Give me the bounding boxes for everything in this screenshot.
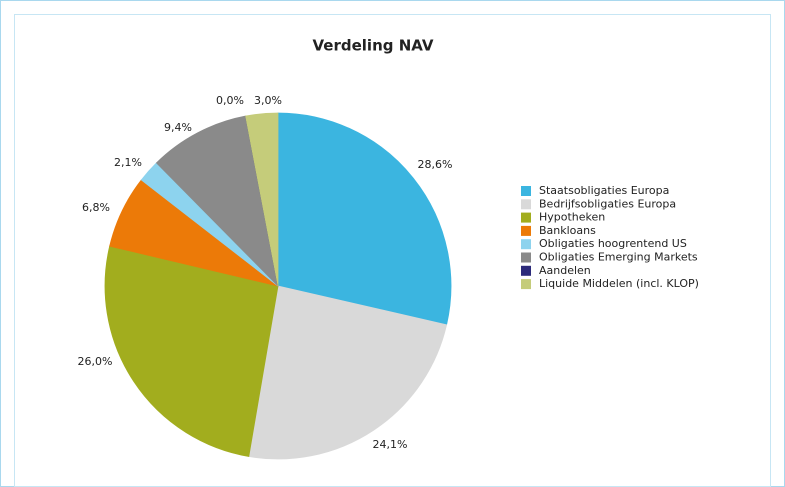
legend-label: Hypotheken xyxy=(539,211,605,224)
legend-label: Staatsobligaties Europa xyxy=(539,184,669,197)
pie-slice xyxy=(155,115,279,288)
pie-slice xyxy=(245,112,279,287)
legend-swatch xyxy=(521,212,531,223)
legend-label: Obligaties hoogrentend US xyxy=(539,237,687,250)
legend-label: Liquide Middelen (incl. KLOP) xyxy=(539,277,699,290)
data-label: 0,0% xyxy=(216,94,244,107)
legend-swatch xyxy=(521,225,531,236)
legend-label: Aandelen xyxy=(539,264,591,277)
pie-slice xyxy=(248,285,448,460)
legend-swatch xyxy=(521,252,531,263)
data-label: 3,0% xyxy=(254,94,282,107)
legend-swatch xyxy=(521,239,531,250)
legend-swatch xyxy=(521,186,531,196)
data-label: 26,0% xyxy=(78,355,113,368)
data-label: 24,1% xyxy=(373,438,408,451)
data-label: 6,8% xyxy=(82,201,110,214)
legend-label: Bankloans xyxy=(539,224,596,237)
legend-swatch xyxy=(521,265,531,276)
data-label: 9,4% xyxy=(164,121,192,134)
legend-label: Obligaties Emerging Markets xyxy=(539,251,698,264)
data-label: 28,6% xyxy=(418,158,453,171)
data-label: 2,1% xyxy=(114,156,142,169)
legend-label: Bedrijfsobligaties Europa xyxy=(539,197,676,210)
legend-swatch xyxy=(521,199,531,210)
pie-slice xyxy=(277,112,452,326)
pie-slice xyxy=(104,245,279,457)
legend-swatch xyxy=(521,279,531,290)
chart-title: Verdeling NAV xyxy=(313,37,434,55)
